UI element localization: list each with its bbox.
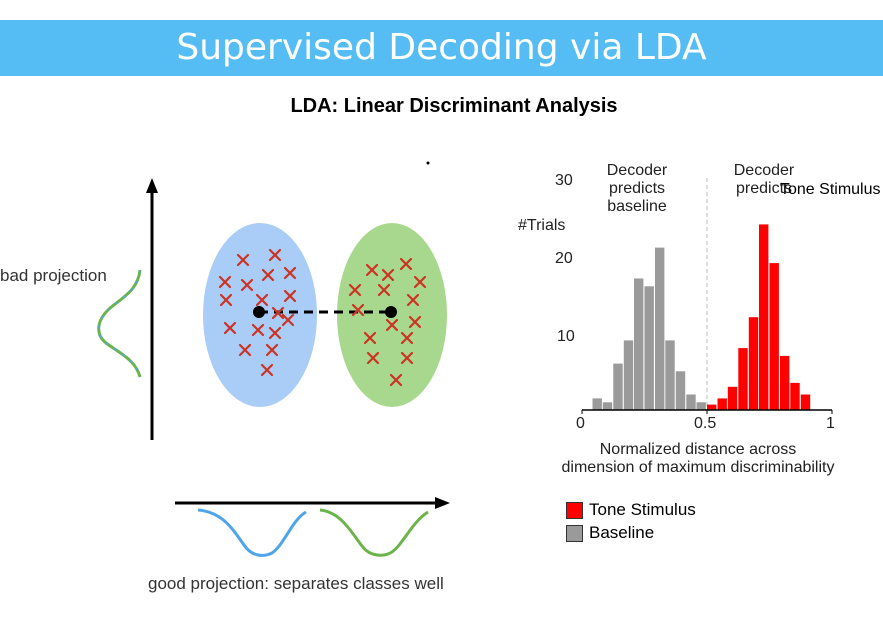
y-axis-label: #Trials	[518, 217, 566, 234]
histogram-bar	[707, 404, 717, 410]
sample-marker	[218, 275, 232, 289]
sample-marker	[406, 293, 420, 307]
bad-projection-curve-blue	[98, 269, 141, 378]
histogram-bar	[769, 263, 779, 410]
x-ticks	[581, 410, 833, 414]
histogram-bar	[738, 348, 748, 410]
annotation-tone-prefix: Decoder predicts	[733, 162, 795, 197]
histogram-bar	[613, 363, 623, 410]
legend-swatch-baseline	[566, 525, 583, 542]
horizontal-axis-arrow	[435, 497, 450, 509]
x-axis-label: Normalized distance across dimension of …	[528, 441, 868, 477]
histogram-bar	[623, 340, 634, 410]
stray-dot	[426, 161, 430, 165]
histogram-bar	[602, 402, 613, 410]
histogram-bar	[592, 398, 602, 410]
y-tick-10: 10	[557, 328, 575, 345]
histogram-bar	[717, 398, 727, 410]
histogram-bar	[780, 355, 790, 410]
sample-marker	[400, 351, 414, 365]
x-tick-1: 1	[826, 415, 835, 432]
histogram-bar	[665, 340, 675, 410]
vertical-axis-arrow	[146, 178, 158, 193]
sample-markers	[218, 248, 427, 387]
legend-swatch-tone	[566, 502, 583, 519]
sample-marker	[399, 257, 413, 271]
sample-marker	[238, 343, 252, 357]
sample-marker	[283, 289, 297, 303]
sample-marker	[268, 248, 282, 262]
x-axis-label-line2: dimension of maximum discriminability	[561, 459, 835, 476]
histogram-bar	[644, 286, 654, 410]
good-projection-curve-green	[319, 508, 429, 557]
legend-label-tone: Tone Stimulus	[589, 500, 696, 519]
sample-marker	[400, 331, 414, 345]
sample-marker	[348, 283, 362, 297]
histogram-bar	[790, 382, 800, 410]
sample-marker	[236, 253, 250, 267]
annotation-tone-suffix: Tone Stimulus	[780, 181, 881, 198]
sample-marker	[413, 275, 427, 289]
class-a-mean	[253, 306, 265, 318]
sample-marker	[385, 318, 399, 332]
sample-marker	[408, 315, 422, 329]
class-b-mean	[385, 306, 397, 318]
y-tick-30: 30	[555, 172, 573, 189]
sample-marker	[265, 343, 279, 357]
bad-projection-label: bad projection	[0, 266, 107, 285]
sample-marker	[281, 313, 295, 327]
histogram-bar	[655, 247, 665, 410]
histogram-bar	[727, 386, 738, 410]
histogram-bar	[759, 224, 769, 410]
sample-marker	[366, 351, 380, 365]
sample-marker	[260, 363, 274, 377]
histogram-bar	[686, 394, 696, 410]
x-axis-label-line1: Normalized distance across	[599, 441, 797, 458]
x-tick-0-5: 0.5	[694, 415, 717, 432]
sample-marker	[381, 268, 395, 282]
good-projection-curve-blue	[197, 508, 307, 557]
histogram-bar	[696, 402, 706, 410]
sample-marker	[240, 278, 254, 292]
legend-label-baseline: Baseline	[589, 523, 655, 542]
sample-marker	[389, 373, 403, 387]
sample-marker	[363, 331, 377, 345]
histogram-bar	[634, 278, 644, 410]
annotation-baseline: Decoder predicts baseline	[606, 162, 668, 215]
slide-subtitle: LDA: Linear Discriminant Analysis	[290, 95, 618, 117]
y-tick-20: 20	[555, 250, 573, 267]
histogram-bar	[800, 394, 811, 410]
sample-marker	[365, 263, 379, 277]
histogram-bars	[592, 224, 811, 410]
sample-marker	[268, 326, 282, 340]
sample-marker	[219, 293, 233, 307]
histogram-bar	[748, 317, 759, 410]
title-bar: Supervised Decoding via LDA	[0, 20, 883, 76]
sample-marker	[251, 323, 265, 337]
sample-marker	[261, 268, 275, 282]
sample-marker	[255, 293, 269, 307]
sample-marker	[283, 266, 297, 280]
x-tick-0: 0	[576, 415, 585, 432]
slide-title: Supervised Decoding via LDA	[176, 27, 707, 68]
histogram-bar	[675, 371, 686, 410]
sample-marker	[223, 321, 237, 335]
good-projection-label: good projection: separates classes well	[148, 574, 444, 593]
sample-marker	[271, 306, 285, 320]
sample-marker	[351, 303, 365, 317]
sample-marker	[377, 283, 391, 297]
